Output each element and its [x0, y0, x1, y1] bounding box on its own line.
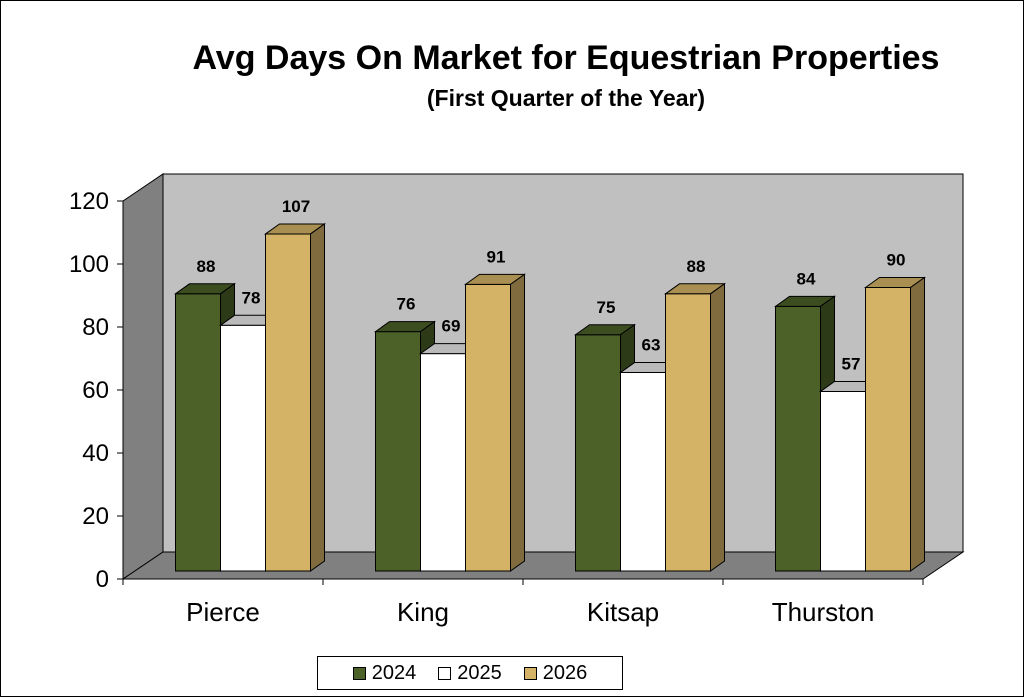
data-label: 90: [887, 251, 906, 270]
legend-label-2026: 2026: [542, 661, 588, 684]
data-label: 69: [442, 317, 461, 336]
y-tick-label: 60: [82, 377, 109, 404]
data-label: 91: [487, 247, 506, 266]
data-label: 78: [242, 288, 261, 307]
data-label: 63: [642, 336, 661, 355]
y-tick-label: 80: [82, 314, 109, 341]
y-tick-label: 20: [82, 503, 109, 530]
x-category-label: Pierce: [186, 597, 260, 627]
x-category-label: Kitsap: [587, 597, 659, 627]
legend-item-2026: 2026: [523, 661, 588, 685]
bar: [820, 390, 866, 572]
bar: [465, 283, 511, 572]
legend-label-2025: 2025: [457, 661, 502, 684]
bar-side: [910, 276, 925, 572]
legend-swatch-2026: [523, 666, 537, 680]
bar: [175, 293, 221, 572]
bar: [375, 331, 421, 572]
chart-subtitle: (First Quarter of the Year): [426, 85, 706, 111]
bar: [420, 353, 466, 572]
bar: [220, 324, 266, 572]
bar: [575, 334, 621, 572]
x-category-label: Thurston: [772, 597, 875, 627]
bar-side: [510, 273, 525, 572]
y-tick-label: 40: [82, 440, 109, 467]
y-tick-label: 100: [69, 251, 109, 278]
data-label: 88: [687, 257, 706, 276]
bar: [620, 372, 666, 572]
data-label: 76: [397, 295, 416, 314]
bar-side: [710, 282, 725, 572]
bar-side: [310, 222, 325, 572]
y-tick-label: 120: [69, 188, 109, 215]
data-label: 88: [197, 257, 216, 276]
bar: [665, 293, 711, 572]
legend-item-2024: 2024: [352, 661, 417, 685]
legend-swatch-2025: [438, 666, 452, 680]
bar: [775, 305, 821, 572]
y-tick-label: 0: [96, 566, 109, 593]
legend-item-2025: 2025: [438, 662, 502, 685]
legend-swatch-2024: [352, 666, 366, 680]
data-label: 75: [597, 298, 616, 317]
data-label: 57: [842, 354, 861, 373]
legend: 2024 2025 2026: [317, 656, 623, 690]
legend-label-2024: 2024: [371, 661, 417, 684]
data-label: 107: [282, 197, 310, 216]
bar: [865, 287, 911, 572]
chart-title: Avg Days On Market for Equestrian Proper…: [192, 39, 940, 77]
plot-side-wall: [122, 173, 164, 580]
x-category-label: King: [397, 597, 449, 627]
bar: [265, 233, 311, 572]
data-label: 84: [797, 269, 816, 288]
